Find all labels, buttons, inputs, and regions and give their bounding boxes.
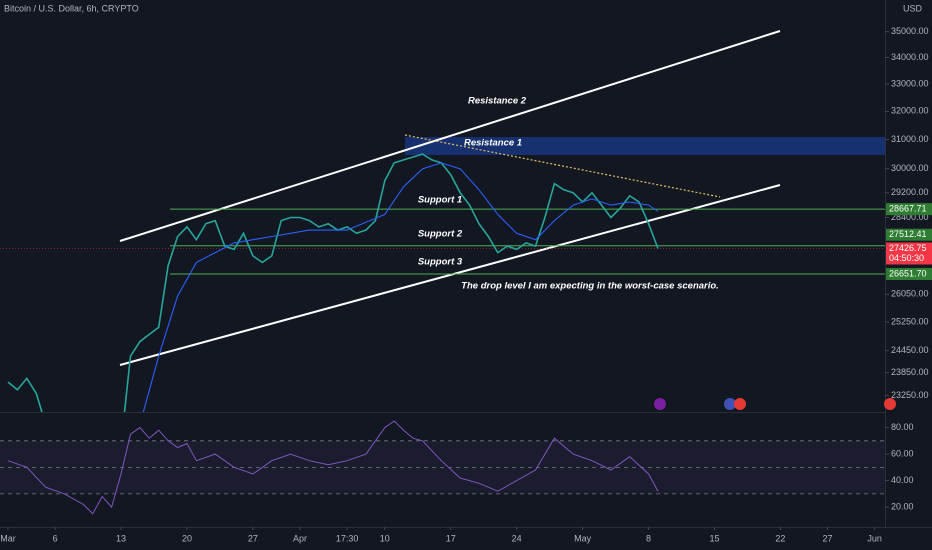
y-tick-label: 23850.00: [891, 367, 929, 377]
price-label-box: [886, 242, 932, 255]
annotation: Support 1: [418, 195, 462, 206]
event-icon[interactable]: [884, 398, 896, 410]
price-label-box: [886, 267, 932, 280]
price-label-box: [886, 203, 932, 216]
series-line: [7, 153, 659, 412]
y-tick-label: 29200.00: [891, 187, 929, 197]
trend-line: [404, 134, 721, 198]
series-line: [142, 162, 659, 412]
event-icon[interactable]: [724, 398, 736, 410]
x-tick-label: Apr: [293, 533, 307, 543]
y-tick-label: 25250.00: [891, 316, 929, 326]
x-tick-label: 15: [709, 533, 719, 543]
price-label: 26651.70: [889, 268, 927, 278]
x-tick-label: 6: [53, 533, 58, 543]
x-tick-label: Mar: [0, 533, 16, 543]
annotation: Support 3: [418, 257, 463, 268]
y-tick-label: 80.00: [891, 422, 914, 432]
annotation: The drop level I am expecting in the wor…: [461, 281, 719, 292]
y-tick-label: 28400.00: [891, 212, 929, 222]
channel-upper: [119, 30, 781, 242]
countdown-box: [886, 252, 932, 265]
price-label: 28667.71: [889, 204, 927, 214]
y-tick-label: 23250.00: [891, 390, 929, 400]
y-tick-label: 20.00: [891, 501, 914, 511]
y-tick-label: 34000.00: [891, 52, 929, 62]
y-tick-label: 31000.00: [891, 134, 929, 144]
x-tick-label: 20: [182, 533, 192, 543]
annotation: Resistance 2: [468, 96, 527, 107]
x-tick-label: 17: [446, 533, 456, 543]
price-label: 27512.41: [889, 229, 927, 239]
series-line: [7, 420, 659, 515]
x-tick-label: Jun: [867, 533, 882, 543]
y-tick-label: 30000.00: [891, 163, 929, 173]
y-tick-label: 26050.00: [891, 289, 929, 299]
x-tick-label: 22: [775, 533, 785, 543]
rsi-pane: [0, 420, 885, 515]
resistance-zone: [405, 137, 885, 155]
currency: USD: [903, 3, 923, 13]
x-tick-label: May: [574, 533, 592, 543]
y-tick-label: 32000.00: [891, 106, 929, 116]
pane-divider: [0, 412, 885, 413]
y-tick-label: 35000.00: [891, 26, 929, 36]
event-icon[interactable]: [654, 398, 666, 410]
event-icon[interactable]: [734, 398, 746, 410]
x-tick-label: 17:30: [336, 533, 359, 543]
x-tick-label: 27: [823, 533, 833, 543]
y-tick-label: 40.00: [891, 475, 914, 485]
x-tick-label: 24: [512, 533, 522, 543]
chart-title: Bitcoin / U.S. Dollar, 6h, CRYPTO: [4, 3, 139, 13]
annotation: Resistance 1: [464, 138, 522, 149]
y-tick-label: 33000.00: [891, 78, 929, 88]
price-label: 27426.75: [889, 243, 927, 253]
drawings: [119, 30, 885, 366]
main-pane: [0, 153, 885, 412]
x-tick-label: 13: [116, 533, 126, 543]
y-tick-label: 24450.00: [891, 345, 929, 355]
y-tick-label: 60.00: [891, 448, 914, 458]
price-label-box: [886, 228, 932, 241]
axis-border: [0, 527, 932, 528]
x-tick-label: 8: [646, 533, 651, 543]
annotation: Support 2: [418, 229, 463, 240]
x-tick-label: 10: [380, 533, 390, 543]
axis-border: [885, 0, 886, 527]
x-tick-label: 27: [248, 533, 258, 543]
countdown: 04:50:30: [889, 253, 924, 263]
channel-lower: [119, 184, 781, 366]
